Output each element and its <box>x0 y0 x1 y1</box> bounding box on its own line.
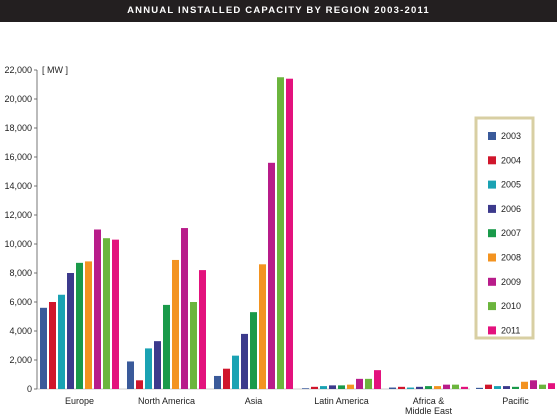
bar-africa-middle-east-2004 <box>398 386 405 389</box>
bar-europe-2005 <box>58 294 65 389</box>
bar-north-america-2011 <box>199 270 206 389</box>
category-label: Asia <box>245 396 263 406</box>
category-label: Latin America <box>314 396 369 406</box>
chart-title: ANNUAL INSTALLED CAPACITY BY REGION 2003… <box>127 5 430 16</box>
bar-europe-2004 <box>49 302 56 389</box>
bar-pacific-2010 <box>539 384 546 389</box>
bar-europe-2006 <box>67 273 74 389</box>
y-tick-label: 20,000 <box>4 94 32 104</box>
bar-latin-america-2008 <box>347 384 354 389</box>
bar-europe-2007 <box>76 262 83 389</box>
legend-box <box>474 116 535 340</box>
y-tick-label: 22,000 <box>4 65 32 75</box>
bar-africa-middle-east-2010 <box>452 384 459 389</box>
bar-europe-2010 <box>103 238 110 389</box>
y-axis-unit-label: [ MW ] <box>42 65 68 75</box>
bar-europe-2011 <box>112 239 119 389</box>
y-tick-label: 12,000 <box>4 210 32 220</box>
legend-label-2011: 2011 <box>501 325 520 335</box>
bar-north-america-2005 <box>145 348 152 389</box>
bar-latin-america-2007 <box>338 385 345 389</box>
legend-swatch-2003 <box>488 132 496 140</box>
bar-latin-america-2006 <box>329 385 336 389</box>
legend-swatch-2007 <box>488 229 496 238</box>
category-label: Africa & Middle East <box>405 396 453 415</box>
bar-africa-middle-east-2008 <box>434 386 441 389</box>
bar-north-america-2006 <box>154 341 161 389</box>
bar-africa-middle-east-2003 <box>389 387 396 389</box>
bars <box>40 77 555 389</box>
bar-africa-middle-east-2005 <box>407 387 414 389</box>
legend-label-2010: 2010 <box>501 301 521 311</box>
bar-north-america-2008 <box>172 259 179 389</box>
legend-swatch-2004 <box>488 156 496 165</box>
category-label: Pacific <box>502 396 529 406</box>
legend-swatch-2005 <box>488 180 496 189</box>
bar-pacific-2011 <box>548 383 555 389</box>
bar-asia-2007 <box>250 312 257 389</box>
bar-pacific-2007 <box>512 386 519 389</box>
bar-asia-2003 <box>214 375 221 389</box>
bar-latin-america-2009 <box>356 378 363 389</box>
bar-latin-america-2005 <box>320 386 327 389</box>
bar-africa-middle-east-2006 <box>416 386 423 389</box>
bar-europe-2009 <box>94 229 101 389</box>
bar-asia-2005 <box>232 355 239 389</box>
legend-label-2009: 2009 <box>501 277 521 287</box>
bar-europe-2008 <box>85 261 92 389</box>
bar-north-america-2009 <box>181 228 188 389</box>
bar-asia-2008 <box>259 264 266 389</box>
bar-latin-america-2010 <box>365 378 372 389</box>
chart-header: ANNUAL INSTALLED CAPACITY BY REGION 2003… <box>0 0 557 22</box>
legend-swatch-2006 <box>488 204 496 213</box>
bar-north-america-2010 <box>190 302 197 389</box>
legend-swatch-2011 <box>488 326 496 335</box>
legend-label-2004: 2004 <box>501 155 521 165</box>
y-tick-label: 18,000 <box>4 123 32 133</box>
bar-pacific-2006 <box>503 386 510 389</box>
legend-label-2003: 2003 <box>501 131 521 141</box>
y-tick-label: 14,000 <box>4 181 32 191</box>
bar-europe-2003 <box>40 307 47 389</box>
bar-pacific-2003 <box>476 387 483 389</box>
y-tick-label: 8,000 <box>9 268 32 278</box>
y-tick-label: 6,000 <box>9 297 32 307</box>
legend-label-2008: 2008 <box>501 253 521 263</box>
bar-pacific-2009 <box>530 380 537 389</box>
y-tick-label: 4,000 <box>9 326 32 336</box>
bar-latin-america-2011 <box>374 370 381 389</box>
y-tick-label: 2,000 <box>9 355 32 365</box>
bar-north-america-2007 <box>163 304 170 389</box>
bar-africa-middle-east-2011 <box>461 386 468 389</box>
legend-label-2006: 2006 <box>501 204 521 214</box>
legend-label-2005: 2005 <box>501 180 521 190</box>
bar-africa-middle-east-2009 <box>443 384 450 389</box>
category-label: North America <box>138 396 195 406</box>
bar-asia-2009 <box>268 162 275 389</box>
legend-label-2007: 2007 <box>501 228 521 238</box>
bar-pacific-2008 <box>521 381 528 389</box>
y-tick-label: 10,000 <box>4 239 32 249</box>
bar-pacific-2005 <box>494 386 501 389</box>
bar-pacific-2004 <box>485 384 492 389</box>
bar-asia-2006 <box>241 333 248 389</box>
bar-asia-2011 <box>286 78 293 389</box>
legend-swatch-2008 <box>488 253 496 262</box>
legend-swatch-2009 <box>488 277 496 286</box>
y-tick-label: 0 <box>27 384 32 394</box>
x-axis-labels: Europe North America Asia Latin America Afri… <box>65 396 529 415</box>
bar-asia-2004 <box>223 368 230 389</box>
category-label: Europe <box>65 396 94 406</box>
legend-swatch-2010 <box>488 302 496 311</box>
bar-north-america-2004 <box>136 380 143 389</box>
y-tick-label: 16,000 <box>4 152 32 162</box>
bar-asia-2010 <box>277 77 284 389</box>
bar-north-america-2003 <box>127 361 134 389</box>
bar-africa-middle-east-2007 <box>425 386 432 389</box>
y-axis: 0 2,000 4,000 6,000 8,000 10,000 12,000 14,000 1… <box>4 65 470 394</box>
bar-latin-america-2003 <box>302 388 309 389</box>
legend: 2003 2004 2005 2006 2007 2008 2009 2010 2011 <box>474 116 535 340</box>
bar-latin-america-2004 <box>311 386 318 389</box>
